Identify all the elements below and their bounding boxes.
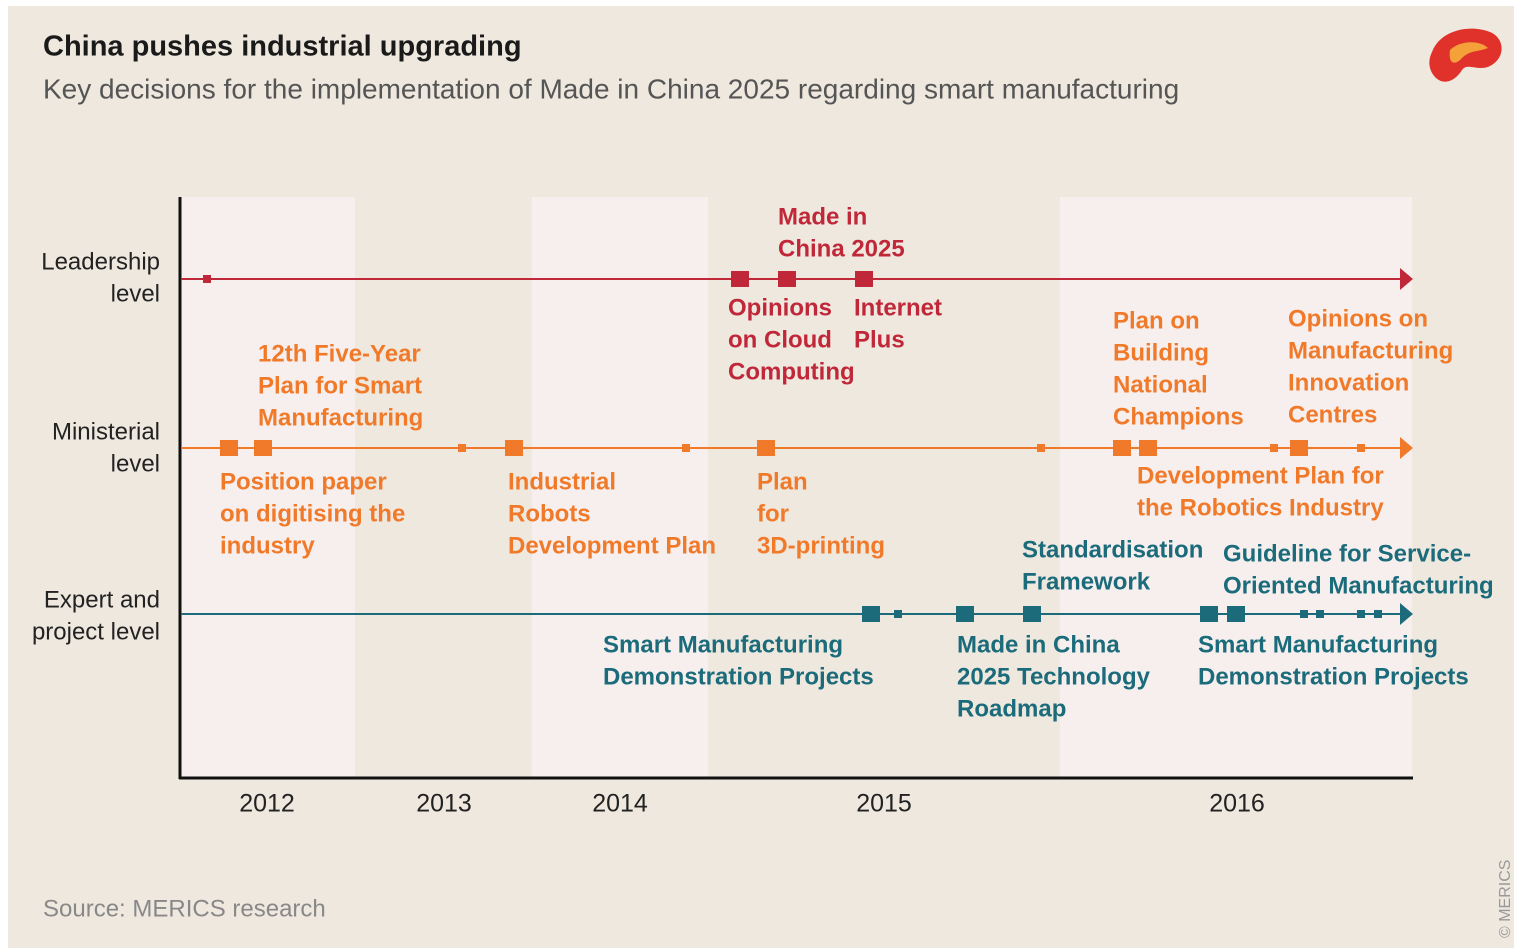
timeline-arrow [1400,437,1413,459]
level-label: level [111,280,160,307]
event-marker [778,271,796,287]
event-label: Industrial [508,468,616,495]
level-label: level [111,450,160,477]
event-marker-small [1374,610,1382,618]
event-label: Smart Manufacturing [603,631,843,658]
event-label: industry [220,532,315,559]
event-marker-small [1270,444,1278,452]
event-label: Development Plan [508,532,716,559]
event-label: Internet [854,294,942,321]
event-marker-small [894,610,902,618]
year-label: 2015 [856,790,912,818]
year-label: 2016 [1209,790,1265,818]
event-marker [1227,606,1245,622]
event-marker-small [1037,444,1045,452]
event-label: 12th Five-Year [258,340,421,367]
event-marker [1113,440,1131,456]
event-marker [505,440,523,456]
level-label: Leadership [41,248,160,275]
subtitle: Key decisions for the implementation of … [43,73,1179,104]
event-label: Manufacturing [258,404,423,431]
event-label: Demonstration Projects [603,663,874,690]
event-label: Position paper [220,468,387,495]
year-label: 2012 [239,790,295,818]
event-label: Champions [1113,403,1244,430]
copyright: © MERICS [1497,860,1514,938]
event-label: Guideline for Service- [1223,540,1471,567]
event-marker [956,606,974,622]
event-marker [254,440,272,456]
event-label: Plus [854,326,905,353]
logo-shape [1449,42,1488,63]
event-label: on digitising the [220,500,405,527]
event-label: for [757,500,789,527]
event-label: Innovation [1288,369,1409,396]
event-label: Made in [778,203,867,230]
event-label: Opinions [728,294,832,321]
event-label: Plan [757,468,808,495]
event-label: Demonstration Projects [1198,663,1469,690]
year-label: 2014 [592,790,648,818]
event-marker-small [1316,610,1324,618]
year-label: 2013 [416,790,472,818]
event-label: Building [1113,339,1209,366]
event-label: Plan for Smart [258,372,422,399]
band [180,197,355,778]
event-marker-small [203,275,211,283]
event-label: Oriented Manufacturing [1223,572,1494,599]
event-label: Development Plan for [1137,462,1384,489]
band [1060,197,1412,778]
event-label: Roadmap [957,695,1066,722]
year-bands [180,197,1412,778]
event-label: Smart Manufacturing [1198,631,1438,658]
event-label: Plan on [1113,307,1200,334]
event-label: Opinions on [1288,305,1428,332]
event-label: 2025 Technology [957,663,1151,690]
event-label: Made in China [957,631,1120,658]
event-label: Centres [1288,401,1377,428]
event-marker [862,606,880,622]
event-marker-small [1357,610,1365,618]
event-marker [1023,606,1041,622]
logo [1429,28,1502,82]
event-label: 3D-printing [757,532,885,559]
source: Source: MERICS research [43,895,326,922]
event-label: on Cloud [728,326,832,353]
event-label: Framework [1022,568,1151,595]
timeline-arrow [1400,603,1413,625]
event-marker-small [682,444,690,452]
event-label: the Robotics Industry [1137,494,1384,521]
title: China pushes industrial upgrading [43,31,522,63]
event-label: Robots [508,500,591,527]
level-label: Ministerial [52,418,160,445]
event-label: National [1113,371,1208,398]
event-marker-small [458,444,466,452]
event-marker-small [1357,444,1365,452]
event-marker [1139,440,1157,456]
band [532,197,708,778]
timeline-arrow [1400,268,1413,290]
event-marker-small [1300,610,1308,618]
event-label: China 2025 [778,235,905,262]
event-label: Manufacturing [1288,337,1453,364]
event-label: Standardisation [1022,536,1203,563]
logo-shape [1429,28,1502,82]
event-marker [220,440,238,456]
event-marker [1200,606,1218,622]
event-marker [1290,440,1308,456]
level-label: Expert and [44,586,160,613]
level-label: project level [32,618,160,645]
event-marker [757,440,775,456]
event-marker [855,271,873,287]
event-marker [731,271,749,287]
event-label: Computing [728,358,855,385]
